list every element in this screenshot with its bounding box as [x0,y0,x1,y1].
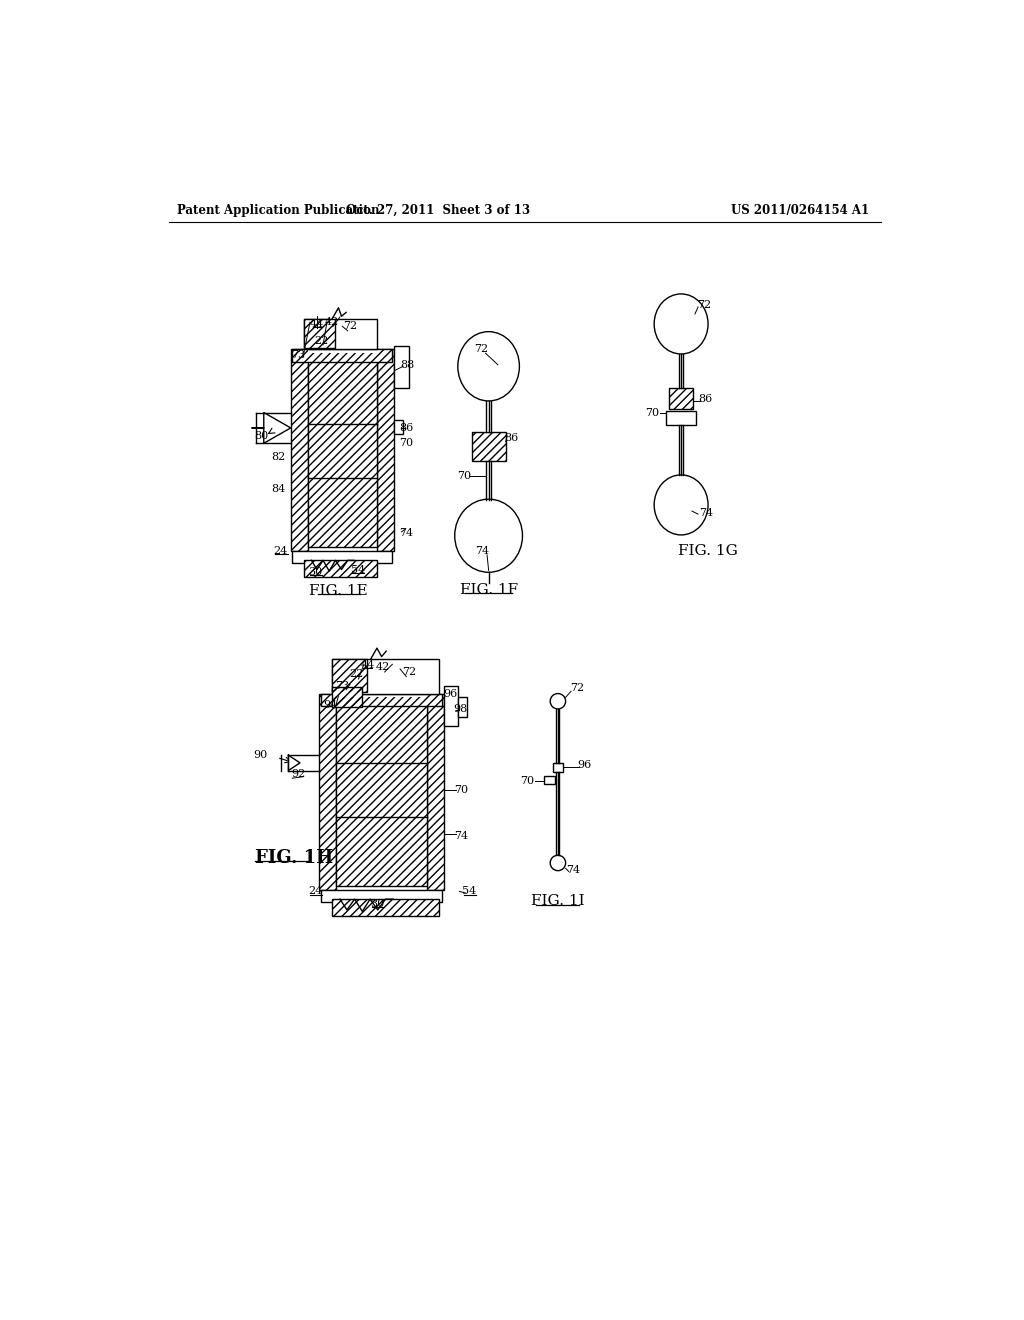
Bar [292,552,392,564]
Bar [304,318,377,350]
Text: 84: 84 [271,484,286,495]
Bar [307,354,377,548]
Text: 24: 24 [308,887,323,896]
Text: 54: 54 [350,565,365,574]
Text: 86: 86 [399,422,414,433]
Polygon shape [252,412,291,444]
Bar [333,659,438,693]
Bar [321,693,442,706]
Text: 72: 72 [570,684,585,693]
Text: 44: 44 [360,660,375,671]
Text: Patent Application Publication: Patent Application Publication [177,205,379,218]
Bar [394,346,410,388]
Bar [304,318,335,348]
Text: 30: 30 [370,899,384,908]
Text: FIG. 1E: FIG. 1E [309,585,368,598]
Bar [333,688,361,706]
Bar [333,899,438,916]
Text: 73: 73 [335,681,349,690]
Text: 22: 22 [314,335,329,346]
Text: 74: 74 [399,528,414,539]
Circle shape [550,855,565,871]
Bar [304,318,335,348]
Bar [319,693,336,890]
Bar [472,432,506,461]
Text: 30: 30 [308,566,323,577]
Text: 70: 70 [457,471,471,482]
Text: 72: 72 [474,345,488,354]
Text: 22: 22 [349,669,364,680]
Bar [669,388,693,409]
Bar [553,763,562,772]
Ellipse shape [458,331,519,401]
Text: 70: 70 [645,408,658,417]
Text: 72: 72 [343,321,357,331]
Text: 73: 73 [292,350,305,360]
Text: FIG. 1H: FIG. 1H [255,849,334,866]
Text: Oct. 27, 2011  Sheet 3 of 13: Oct. 27, 2011 Sheet 3 of 13 [346,205,530,218]
Text: FIG. 1F: FIG. 1F [460,582,518,597]
Bar [319,693,336,890]
Bar [377,350,394,552]
Ellipse shape [654,294,708,354]
Text: 74: 74 [698,508,713,517]
Bar [304,560,377,577]
Text: 90: 90 [253,750,267,760]
Bar [304,560,377,577]
Text: 96: 96 [577,760,591,770]
Bar [333,659,367,692]
Bar [669,388,693,409]
Text: 44: 44 [310,319,324,329]
Text: 94: 94 [324,700,338,710]
Text: FIG. 1I: FIG. 1I [531,895,585,908]
Bar [394,420,403,434]
Ellipse shape [455,499,522,573]
Text: 70: 70 [520,776,535,785]
Text: 54: 54 [462,887,476,896]
Polygon shape [289,755,300,771]
Text: 86: 86 [505,433,519,444]
Bar [458,697,467,717]
Bar [333,899,438,916]
Bar [667,411,695,425]
Text: 42: 42 [376,663,390,672]
Bar [427,693,444,890]
Text: 80: 80 [254,430,268,441]
Circle shape [550,693,565,709]
Text: 92: 92 [291,770,305,779]
Text: 74: 74 [475,546,489,556]
Text: 82: 82 [271,453,286,462]
Polygon shape [333,308,346,318]
Bar [292,350,392,362]
Bar [336,697,427,886]
Bar [427,693,444,890]
Bar [321,890,442,903]
Text: 70: 70 [399,438,414,449]
Text: 88: 88 [400,360,415,370]
Bar [377,350,394,552]
Text: 74: 74 [566,865,581,875]
Text: 70: 70 [455,785,469,795]
Text: 42: 42 [326,317,339,326]
Ellipse shape [654,475,708,535]
Text: 72: 72 [697,300,712,310]
Text: 24: 24 [273,546,288,556]
Bar [307,354,377,548]
Bar [291,350,307,552]
Bar [544,776,555,784]
Bar [333,688,361,706]
Text: FIG. 1G: FIG. 1G [678,544,738,558]
Bar [333,659,367,692]
Text: 86: 86 [698,395,713,404]
Bar [444,686,458,726]
Bar [291,350,307,552]
Text: 74: 74 [455,832,469,841]
Text: 98: 98 [453,704,467,714]
Text: 96: 96 [443,689,458,698]
Text: US 2011/0264154 A1: US 2011/0264154 A1 [731,205,869,218]
Bar [336,697,427,886]
Bar [472,432,506,461]
Text: 72: 72 [402,667,417,677]
